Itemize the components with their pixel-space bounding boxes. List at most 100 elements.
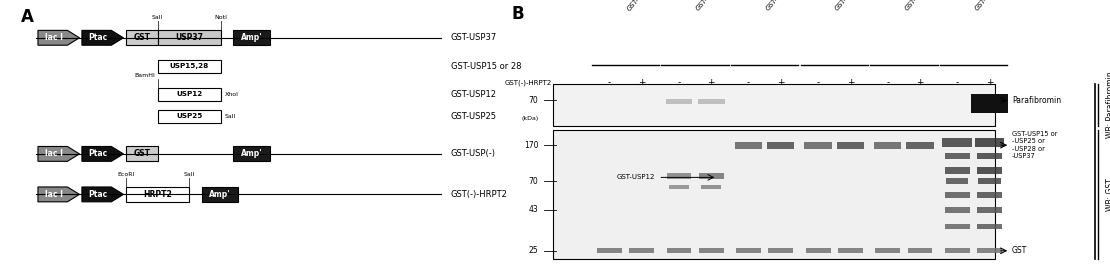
Text: lac I: lac I bbox=[46, 190, 63, 199]
Bar bbox=[158, 60, 221, 73]
Bar bbox=[945, 167, 970, 174]
Text: SalI: SalI bbox=[225, 114, 236, 119]
Bar bbox=[125, 30, 158, 45]
Bar bbox=[805, 141, 831, 149]
Text: 70: 70 bbox=[528, 177, 538, 186]
Bar bbox=[977, 192, 1002, 198]
Bar bbox=[945, 153, 970, 159]
Text: Ptac: Ptac bbox=[89, 149, 108, 158]
Bar bbox=[629, 248, 654, 254]
Polygon shape bbox=[82, 187, 123, 202]
Text: 25: 25 bbox=[528, 246, 538, 255]
Text: -: - bbox=[817, 78, 820, 87]
Text: A: A bbox=[21, 8, 33, 26]
Bar bbox=[908, 248, 932, 254]
Bar bbox=[736, 248, 761, 254]
Text: GST: GST bbox=[133, 149, 150, 158]
Text: Amp': Amp' bbox=[209, 190, 231, 199]
Bar bbox=[946, 178, 968, 184]
Text: EcoRI: EcoRI bbox=[118, 172, 134, 177]
Text: GST(-)-HRPT2: GST(-)-HRPT2 bbox=[505, 79, 553, 86]
Bar bbox=[699, 173, 724, 179]
Text: 70: 70 bbox=[528, 96, 538, 105]
Text: +: + bbox=[638, 78, 645, 87]
Bar bbox=[945, 224, 970, 229]
Text: 43: 43 bbox=[528, 205, 538, 214]
Bar bbox=[158, 88, 221, 101]
Text: GST-USP12: GST-USP12 bbox=[451, 90, 496, 99]
Text: GST: GST bbox=[1012, 246, 1027, 255]
Text: GST-USP15 or
-USP25 or
-USP28 or
-USP37: GST-USP15 or -USP25 or -USP28 or -USP37 bbox=[1012, 131, 1058, 159]
Bar bbox=[597, 248, 622, 254]
Text: (kDa): (kDa) bbox=[521, 116, 538, 121]
Text: +: + bbox=[916, 78, 924, 87]
Text: Amp': Amp' bbox=[241, 149, 262, 158]
Bar bbox=[554, 84, 995, 126]
Text: Parafibromin: Parafibromin bbox=[1012, 96, 1061, 105]
Text: -: - bbox=[747, 78, 750, 87]
Bar bbox=[977, 153, 1002, 159]
Bar bbox=[942, 138, 972, 147]
Text: GST-USP(-): GST-USP(-) bbox=[626, 0, 655, 12]
Bar bbox=[698, 99, 725, 104]
Bar bbox=[977, 224, 1002, 229]
Text: WB: GST: WB: GST bbox=[1106, 178, 1110, 211]
Bar bbox=[837, 141, 864, 149]
Bar bbox=[735, 141, 763, 149]
Text: lac I: lac I bbox=[46, 149, 63, 158]
Text: GST-USP12: GST-USP12 bbox=[695, 0, 725, 12]
Bar bbox=[945, 207, 970, 213]
Text: USP15,28: USP15,28 bbox=[170, 63, 209, 69]
Text: lac I: lac I bbox=[46, 33, 63, 42]
Bar bbox=[971, 94, 1008, 113]
Text: SalI: SalI bbox=[183, 172, 195, 177]
Text: -: - bbox=[677, 78, 680, 87]
Polygon shape bbox=[82, 146, 123, 161]
Bar bbox=[667, 248, 692, 254]
Text: +: + bbox=[847, 78, 854, 87]
Polygon shape bbox=[82, 30, 123, 45]
Bar bbox=[554, 130, 995, 259]
Text: GST-USP(-): GST-USP(-) bbox=[451, 149, 496, 158]
Bar bbox=[945, 248, 970, 254]
Text: -: - bbox=[608, 78, 612, 87]
Bar bbox=[945, 192, 970, 198]
Bar bbox=[158, 30, 221, 45]
Text: GST-USP28: GST-USP28 bbox=[904, 0, 934, 12]
Bar bbox=[158, 110, 221, 123]
Text: WB: Parafibromin: WB: Parafibromin bbox=[1106, 71, 1110, 138]
Bar bbox=[702, 185, 722, 189]
Polygon shape bbox=[38, 30, 80, 45]
Bar bbox=[874, 141, 901, 149]
Text: GST-USP25: GST-USP25 bbox=[835, 0, 864, 12]
Bar bbox=[202, 187, 239, 202]
Bar bbox=[699, 248, 724, 254]
Text: Amp': Amp' bbox=[241, 33, 262, 42]
Polygon shape bbox=[38, 187, 80, 202]
Bar bbox=[977, 207, 1002, 213]
Text: GST-USP37: GST-USP37 bbox=[973, 0, 1002, 12]
Polygon shape bbox=[38, 146, 80, 161]
Bar bbox=[666, 99, 693, 104]
Text: NotI: NotI bbox=[214, 15, 228, 20]
Bar bbox=[978, 178, 1001, 184]
Text: +: + bbox=[707, 78, 715, 87]
Text: SalI: SalI bbox=[152, 15, 163, 20]
Bar bbox=[906, 141, 934, 149]
Text: GST-USP37: GST-USP37 bbox=[451, 33, 497, 42]
Bar bbox=[876, 248, 900, 254]
Text: -: - bbox=[886, 78, 889, 87]
Bar bbox=[975, 138, 1005, 147]
Bar bbox=[768, 248, 794, 254]
Text: USP37: USP37 bbox=[175, 33, 203, 42]
Text: XhoI: XhoI bbox=[225, 92, 239, 97]
Text: B: B bbox=[511, 5, 524, 23]
Text: GST-USP15: GST-USP15 bbox=[765, 0, 794, 12]
Bar bbox=[125, 187, 190, 202]
Bar bbox=[125, 147, 158, 161]
Text: BamHI: BamHI bbox=[134, 73, 155, 78]
Text: GST: GST bbox=[133, 33, 150, 42]
Text: USP12: USP12 bbox=[176, 92, 202, 97]
Text: +: + bbox=[777, 78, 785, 87]
Bar bbox=[667, 173, 692, 179]
